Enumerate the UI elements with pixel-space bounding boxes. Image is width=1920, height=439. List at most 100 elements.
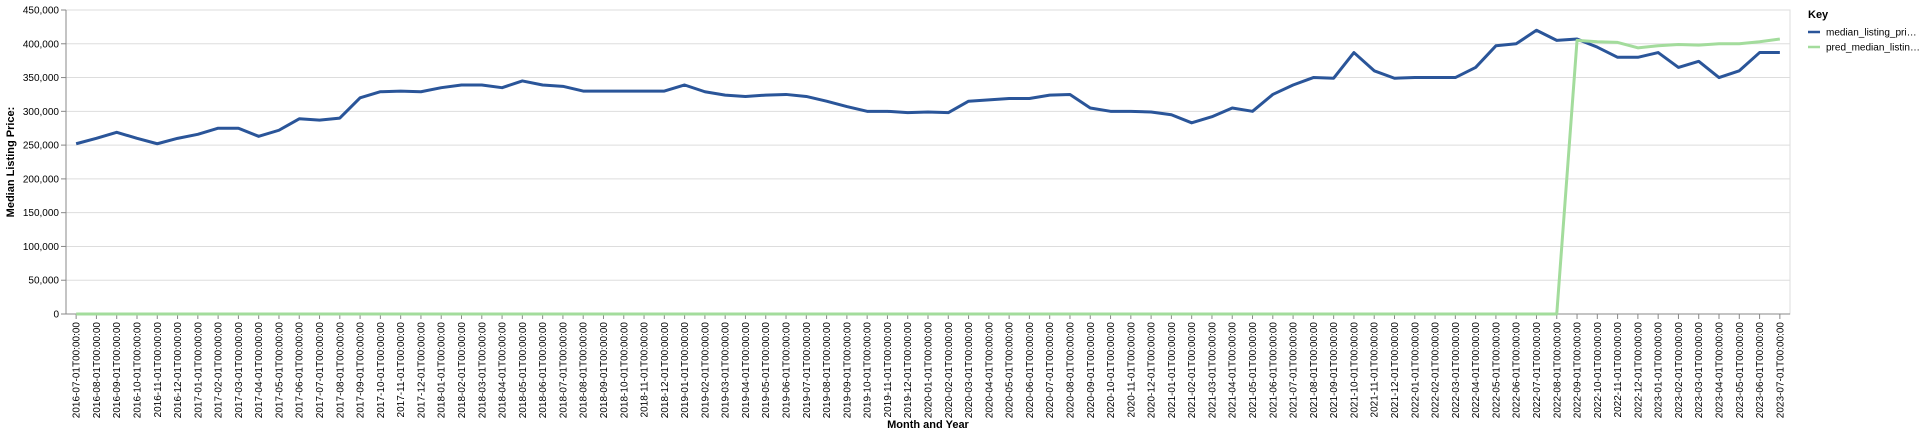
x-tick-label: 2022-12-01T00:00:00 [1633, 322, 1644, 419]
x-tick-label: 2019-08-01T00:00:00 [822, 322, 833, 419]
x-tick-label: 2018-07-01T00:00:00 [558, 322, 569, 419]
x-tick-label: 2020-11-01T00:00:00 [1126, 322, 1137, 418]
x-tick-label: 2019-09-01T00:00:00 [842, 322, 853, 419]
x-tick-label: 2017-06-01T00:00:00 [295, 322, 306, 419]
x-tick-label: 2017-04-01T00:00:00 [254, 322, 265, 419]
x-tick-label: 2020-02-01T00:00:00 [944, 322, 955, 419]
x-tick-label: 2017-12-01T00:00:00 [416, 322, 427, 419]
x-tick-label: 2017-08-01T00:00:00 [335, 322, 346, 419]
x-tick-label: 2018-01-01T00:00:00 [437, 322, 448, 419]
x-tick-label: 2021-07-01T00:00:00 [1289, 322, 1300, 419]
x-tick-label: 2019-11-01T00:00:00 [883, 322, 894, 418]
x-tick-label: 2021-03-01T00:00:00 [1207, 322, 1218, 419]
y-tick-label: 200,000 [23, 174, 60, 185]
x-tick-label: 2022-08-01T00:00:00 [1552, 322, 1563, 419]
x-tick-label: 2016-12-01T00:00:00 [173, 322, 184, 419]
x-tick-label: 2017-03-01T00:00:00 [234, 322, 245, 419]
y-axis-title: Median Listing Price: [5, 107, 17, 218]
x-tick-label: 2022-10-01T00:00:00 [1593, 322, 1604, 419]
x-tick-label: 2018-06-01T00:00:00 [538, 322, 549, 419]
series-line [76, 37, 1781, 316]
x-tick-label: 2020-05-01T00:00:00 [1005, 322, 1016, 419]
plot-frame [65, 9, 1791, 315]
x-tick-label: 2021-02-01T00:00:00 [1187, 322, 1198, 419]
x-tick-label: 2019-04-01T00:00:00 [741, 322, 752, 419]
x-tick-label: 2022-06-01T00:00:00 [1512, 322, 1523, 419]
x-tick-label: 2022-03-01T00:00:00 [1451, 322, 1462, 419]
x-tick-label: 2021-08-01T00:00:00 [1309, 322, 1320, 419]
y-tick-label: 100,000 [23, 242, 60, 253]
x-tick-label: 2018-03-01T00:00:00 [477, 322, 488, 419]
y-tick-label: 450,000 [23, 6, 60, 17]
x-tick-label: 2016-11-01T00:00:00 [153, 322, 164, 418]
x-tick-label: 2021-05-01T00:00:00 [1248, 322, 1259, 419]
x-tick-label: 2020-07-01T00:00:00 [1045, 322, 1056, 419]
x-tick-label: 2023-07-01T00:00:00 [1775, 322, 1786, 419]
x-tick-label: 2016-07-01T00:00:00 [72, 322, 83, 419]
x-tick-label: 2017-10-01T00:00:00 [376, 322, 387, 419]
x-tick-label: 2017-07-01T00:00:00 [315, 322, 326, 419]
x-tick-label: 2020-08-01T00:00:00 [1065, 322, 1076, 419]
x-tick-label: 2018-02-01T00:00:00 [457, 322, 468, 419]
x-tick-label: 2018-04-01T00:00:00 [498, 322, 509, 419]
x-tick-label: 2020-06-01T00:00:00 [1025, 322, 1036, 419]
x-tick-label: 2016-09-01T00:00:00 [112, 322, 123, 419]
x-tick-label: 2021-04-01T00:00:00 [1228, 322, 1239, 419]
x-tick-label: 2022-02-01T00:00:00 [1431, 322, 1442, 419]
x-tick-label: 2022-04-01T00:00:00 [1471, 322, 1482, 419]
y-tick-label: 0 [53, 310, 59, 321]
x-tick-label: 2019-03-01T00:00:00 [721, 322, 732, 419]
x-tick-label: 2018-10-01T00:00:00 [619, 322, 630, 419]
x-tick-label: 2018-12-01T00:00:00 [660, 322, 671, 419]
x-tick-label: 2020-03-01T00:00:00 [964, 322, 975, 419]
x-axis-title: Month and Year [887, 419, 969, 431]
x-tick-label: 2021-10-01T00:00:00 [1349, 322, 1360, 419]
x-tick-label: 2023-06-01T00:00:00 [1755, 322, 1766, 419]
x-tick-label: 2017-05-01T00:00:00 [274, 322, 285, 419]
x-tick-label: 2019-10-01T00:00:00 [863, 322, 874, 419]
legend-label: pred_median_listin… [1826, 43, 1920, 54]
x-tick-label: 2019-01-01T00:00:00 [680, 322, 691, 419]
x-tick-label: 2022-01-01T00:00:00 [1410, 322, 1421, 419]
x-tick-label: 2016-10-01T00:00:00 [132, 322, 143, 419]
x-tick-label: 2017-01-01T00:00:00 [193, 322, 204, 419]
x-tick-label: 2019-02-01T00:00:00 [700, 322, 711, 419]
x-tick-label: 2020-10-01T00:00:00 [1106, 322, 1117, 419]
x-tick-label: 2022-07-01T00:00:00 [1532, 322, 1543, 419]
x-tick-label: 2023-02-01T00:00:00 [1674, 322, 1685, 419]
legend-label: median_listing_pri… [1826, 28, 1917, 39]
x-tick-label: 2019-12-01T00:00:00 [903, 322, 914, 419]
y-tick-label: 400,000 [23, 39, 60, 50]
y-tick-label: 150,000 [23, 208, 60, 219]
x-tick-label: 2020-01-01T00:00:00 [924, 322, 935, 419]
x-tick-label: 2018-08-01T00:00:00 [579, 322, 590, 419]
x-tick-label: 2019-05-01T00:00:00 [761, 322, 772, 419]
x-tick-label: 2020-09-01T00:00:00 [1086, 322, 1097, 419]
x-tick-label: 2018-11-01T00:00:00 [640, 322, 651, 418]
y-tick-label: 250,000 [23, 141, 60, 152]
x-tick-label: 2016-08-01T00:00:00 [92, 322, 103, 419]
x-tick-label: 2017-02-01T00:00:00 [214, 322, 225, 419]
x-tick-label: 2021-12-01T00:00:00 [1390, 322, 1401, 419]
x-tick-label: 2021-06-01T00:00:00 [1268, 322, 1279, 419]
x-tick-label: 2023-04-01T00:00:00 [1715, 322, 1726, 419]
x-tick-label: 2023-05-01T00:00:00 [1735, 322, 1746, 419]
x-tick-label: 2022-05-01T00:00:00 [1491, 322, 1502, 419]
x-tick-label: 2021-01-01T00:00:00 [1167, 322, 1178, 419]
x-tick-label: 2018-05-01T00:00:00 [518, 322, 529, 419]
x-tick-label: 2018-09-01T00:00:00 [599, 322, 610, 419]
x-tick-label: 2022-09-01T00:00:00 [1573, 322, 1584, 419]
x-tick-label: 2021-11-01T00:00:00 [1370, 322, 1381, 418]
series-line [75, 28, 1780, 146]
x-tick-label: 2019-06-01T00:00:00 [782, 322, 793, 419]
x-tick-label: 2023-03-01T00:00:00 [1694, 322, 1705, 419]
legend-title: Key [1808, 9, 1829, 21]
x-tick-label: 2023-01-01T00:00:00 [1654, 322, 1665, 419]
y-tick-label: 50,000 [28, 276, 59, 287]
x-tick-label: 2017-09-01T00:00:00 [356, 322, 367, 419]
x-tick-label: 2020-04-01T00:00:00 [984, 322, 995, 419]
y-tick-label: 300,000 [23, 107, 60, 118]
y-tick-label: 350,000 [23, 73, 60, 84]
